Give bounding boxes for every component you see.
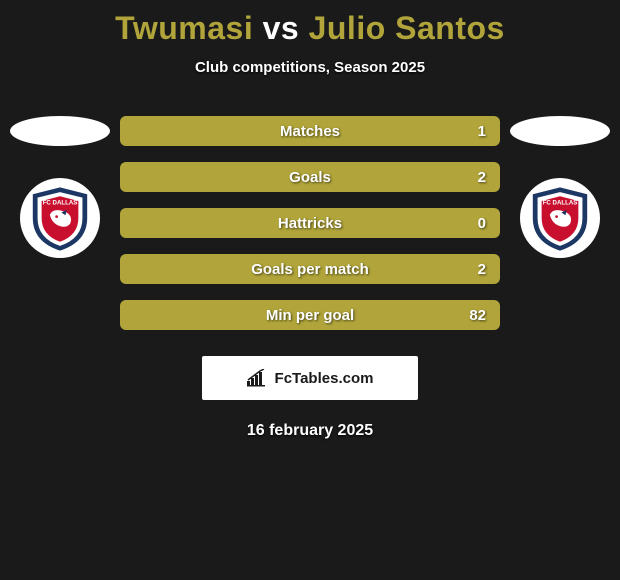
attribution-badge: FcTables.com bbox=[202, 356, 418, 400]
comparison-content: FC DALLAS Matches1Goals2Hattricks0Goals … bbox=[0, 116, 620, 330]
player1-placeholder bbox=[10, 116, 110, 146]
stat-label: Goals per match bbox=[134, 261, 486, 278]
page-title: Twumasi vs Julio Santos bbox=[0, 0, 620, 47]
shield-icon: FC DALLAS bbox=[526, 184, 594, 252]
player2-club-badge: FC DALLAS bbox=[520, 178, 600, 258]
attribution-text: FcTables.com bbox=[275, 370, 374, 387]
subtitle: Club competitions, Season 2025 bbox=[0, 59, 620, 76]
stat-label: Goals bbox=[134, 169, 486, 186]
shield-icon: FC DALLAS bbox=[26, 184, 94, 252]
stat-row: Goals per match2 bbox=[120, 254, 500, 284]
svg-text:FC DALLAS: FC DALLAS bbox=[43, 199, 78, 206]
bar-chart-icon bbox=[247, 369, 269, 387]
stat-row: Goals2 bbox=[120, 162, 500, 192]
stat-label: Matches bbox=[134, 123, 486, 140]
stat-row: Hattricks0 bbox=[120, 208, 500, 238]
player1-club-badge: FC DALLAS bbox=[20, 178, 100, 258]
stat-right-value: 2 bbox=[478, 261, 486, 278]
player2-placeholder bbox=[510, 116, 610, 146]
stat-row: Matches1 bbox=[120, 116, 500, 146]
stat-label: Hattricks bbox=[134, 215, 486, 232]
stat-label: Min per goal bbox=[134, 307, 486, 324]
vs-text: vs bbox=[263, 10, 300, 46]
date-text: 16 february 2025 bbox=[0, 422, 620, 440]
player1-name: Twumasi bbox=[115, 10, 253, 46]
player2-name: Julio Santos bbox=[309, 10, 505, 46]
stat-right-value: 2 bbox=[478, 169, 486, 186]
stat-right-value: 0 bbox=[478, 215, 486, 232]
svg-text:FC DALLAS: FC DALLAS bbox=[543, 199, 578, 206]
right-side: FC DALLAS bbox=[510, 116, 610, 258]
stat-row: Min per goal82 bbox=[120, 300, 500, 330]
stats-table: Matches1Goals2Hattricks0Goals per match2… bbox=[110, 116, 510, 330]
stat-right-value: 1 bbox=[478, 123, 486, 140]
left-side: FC DALLAS bbox=[10, 116, 110, 258]
stat-right-value: 82 bbox=[469, 307, 486, 324]
